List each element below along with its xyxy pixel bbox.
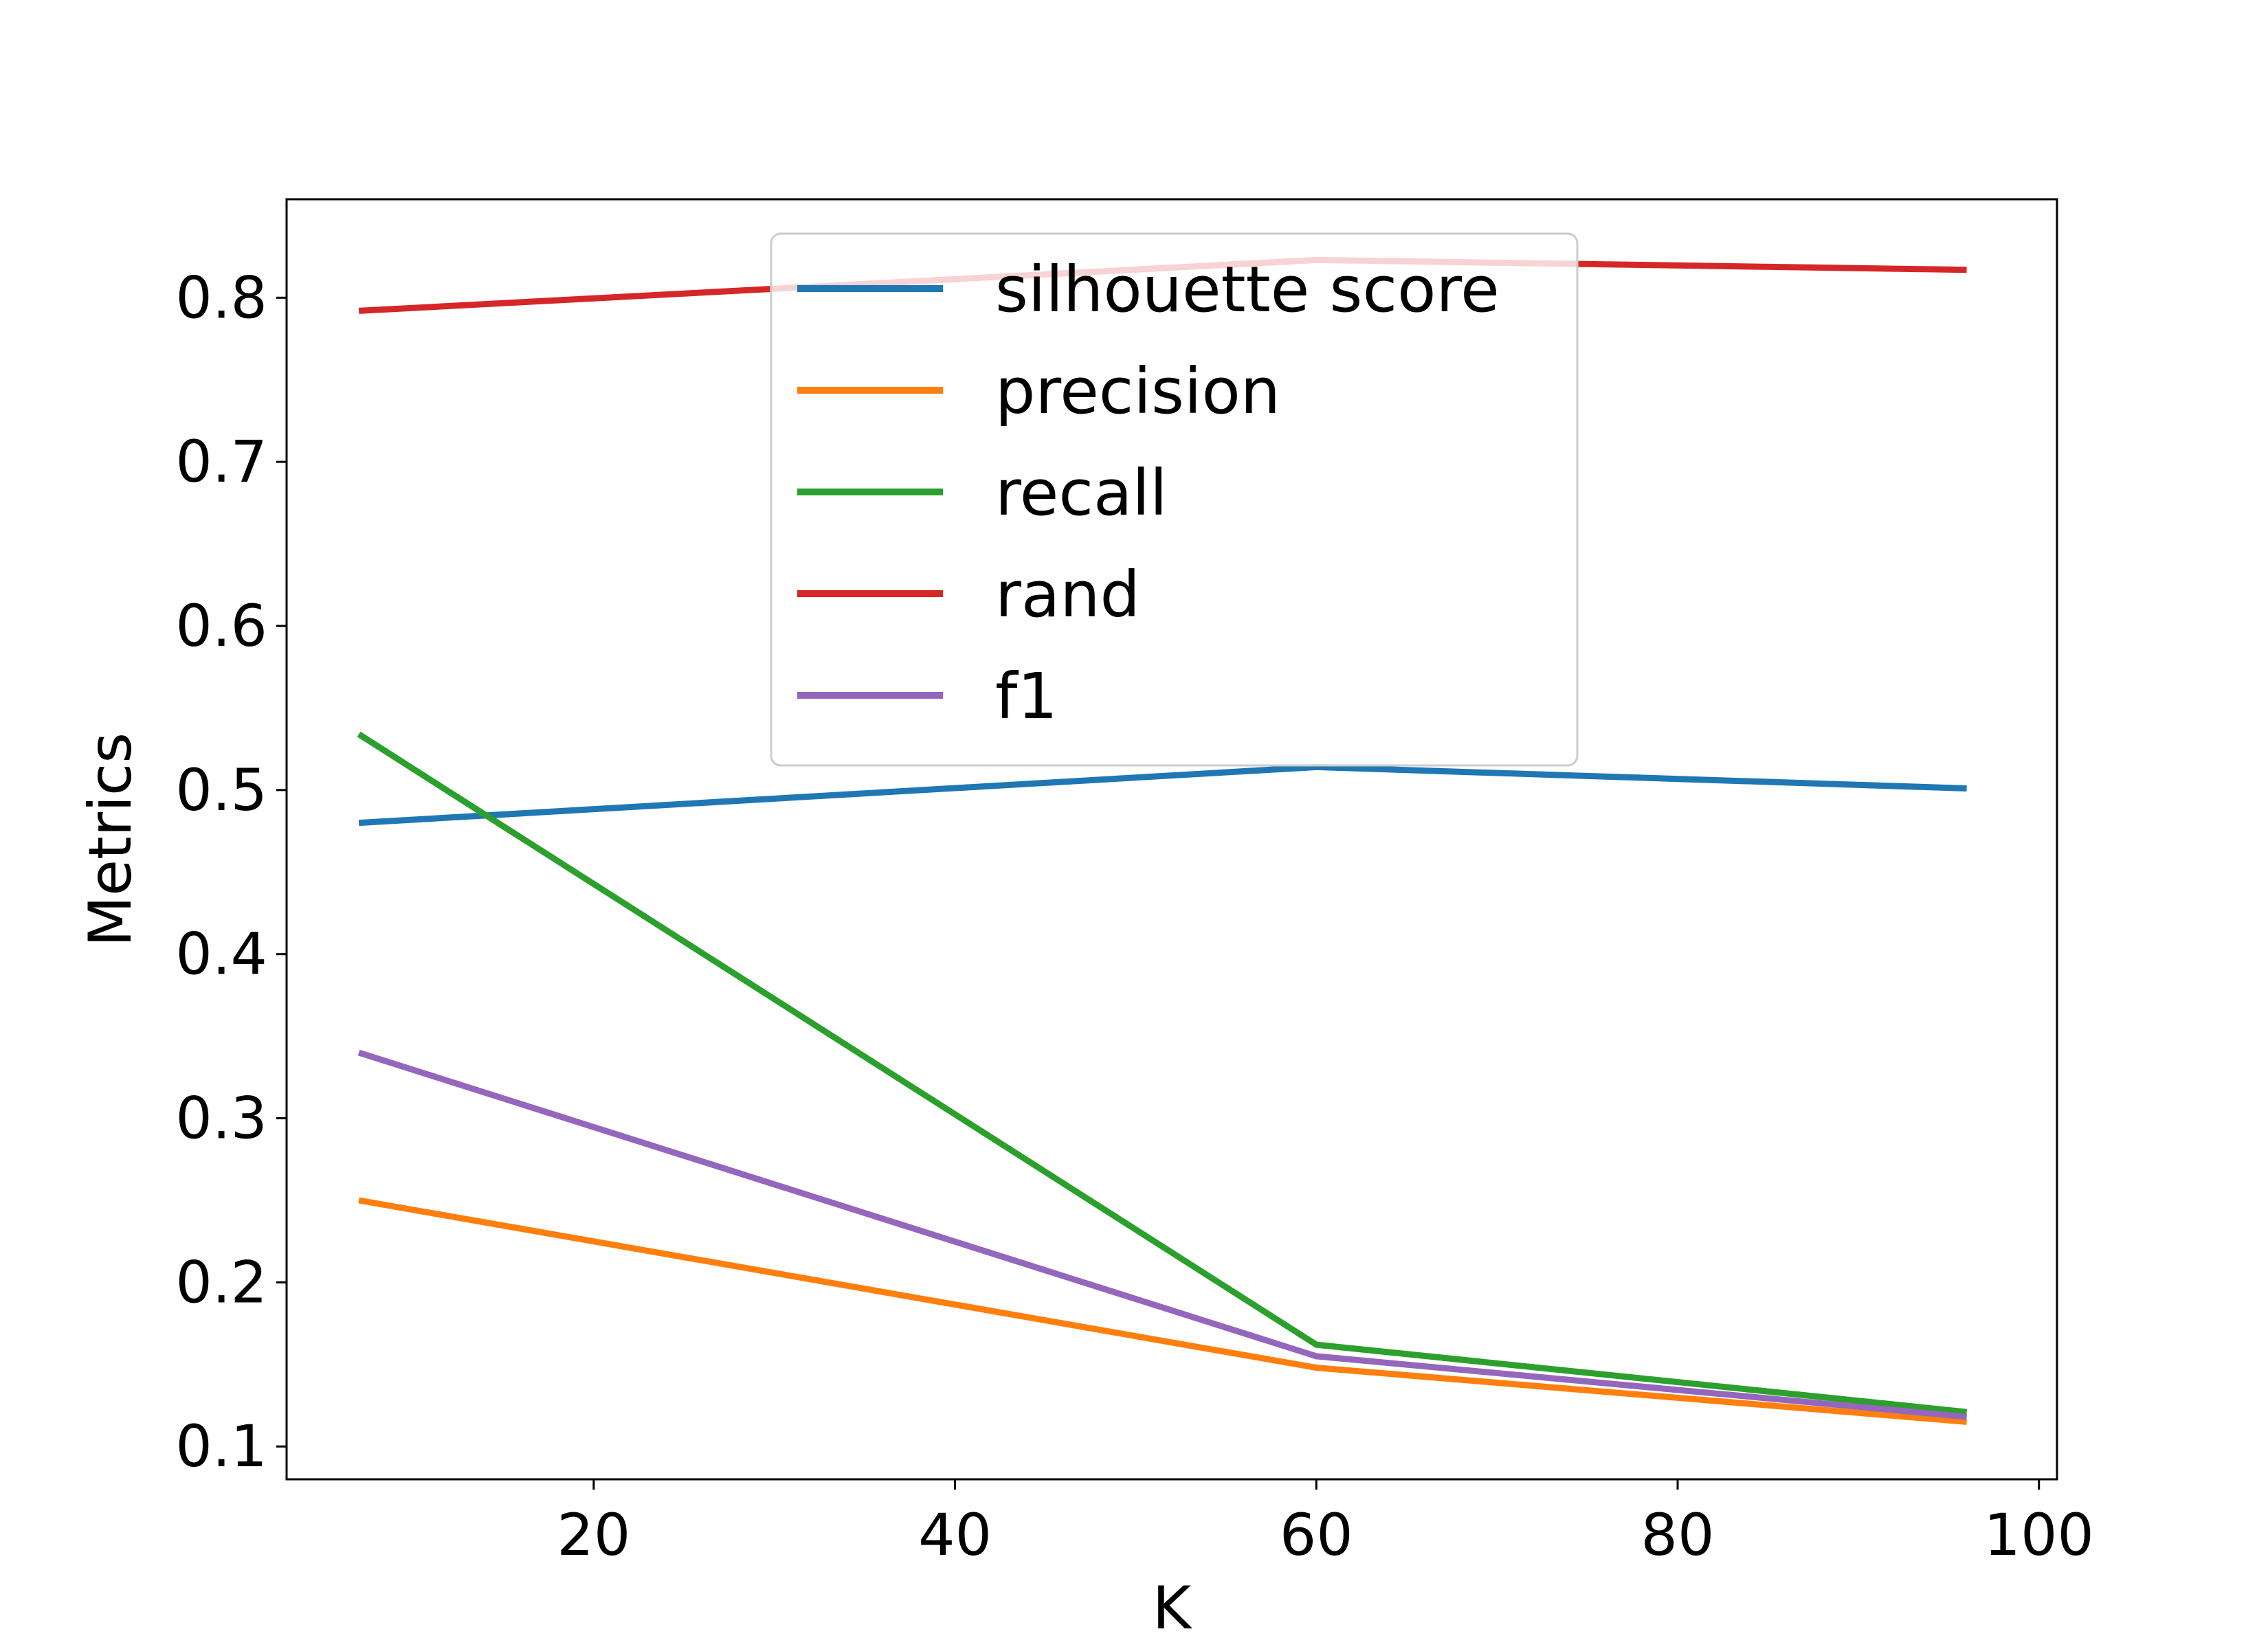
- series-line-f1: [357, 1049, 1968, 1420]
- plot-frame: [285, 198, 2058, 1481]
- x-tick-label: 80: [1641, 1501, 1715, 1569]
- x-tick-label: 40: [918, 1501, 992, 1569]
- legend-label-f1: f1: [995, 660, 1058, 733]
- series-line-silhouette-score: [358, 763, 1967, 827]
- x-tick-label: 20: [557, 1501, 630, 1569]
- legend-label-recall: recall: [995, 456, 1167, 530]
- x-tick-label: 100: [1984, 1501, 2094, 1569]
- legend-label-precision: precision: [995, 355, 1280, 428]
- y-tick-label: 0.3: [175, 1085, 267, 1152]
- y-tick-label: 0.2: [175, 1248, 267, 1316]
- y-tick-label: 0.1: [175, 1413, 267, 1480]
- y-axis-label: Metrics: [76, 732, 145, 947]
- x-tick-label: 60: [1280, 1501, 1353, 1569]
- legend: silhouette score precision recall rand f1: [770, 232, 1579, 767]
- y-tick-label: 0.4: [175, 921, 267, 988]
- x-axis-label: K: [1153, 1574, 1193, 1643]
- series-line-precision: [358, 1197, 1967, 1425]
- legend-label-silhouette-score: silhouette score: [995, 253, 1500, 326]
- series-line-recall: [357, 731, 1968, 1415]
- legend-box: [770, 232, 1579, 767]
- legend-label-rand: rand: [995, 558, 1140, 631]
- y-tick-label: 0.7: [175, 428, 267, 495]
- y-axis: 0.1 0.2 0.3 0.4 0.5 0.6 0.7 0.8: [175, 264, 287, 1480]
- x-axis: 20 40 60 80 100: [557, 1479, 2094, 1569]
- y-tick-label: 0.6: [175, 592, 267, 660]
- y-tick-label: 0.5: [175, 756, 267, 824]
- y-tick-label: 0.8: [175, 264, 267, 331]
